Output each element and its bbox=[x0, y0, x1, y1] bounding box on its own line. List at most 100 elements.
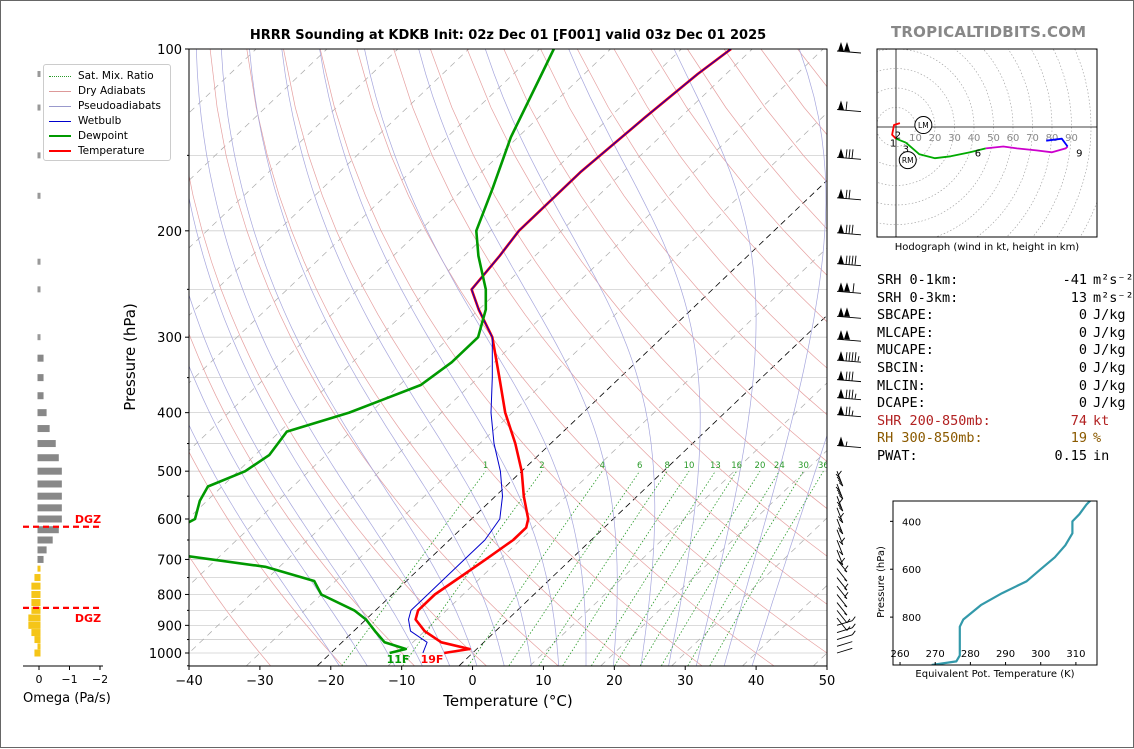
wind-barb bbox=[837, 148, 861, 159]
thetae-frame bbox=[893, 501, 1097, 665]
param-row: DCAPE: 0 J/kg bbox=[877, 395, 1134, 413]
barb-flag bbox=[838, 42, 844, 52]
wind-barb bbox=[837, 648, 852, 653]
param-value: -41 bbox=[1007, 272, 1087, 290]
thetae-x-tick-label: 290 bbox=[996, 649, 1015, 660]
barb-feather bbox=[852, 372, 853, 381]
mixing-ratio-line bbox=[342, 471, 486, 666]
y-tick-label: 600 bbox=[157, 513, 182, 528]
thetae-x-tick-label: 300 bbox=[1031, 649, 1050, 660]
param-label: RH 300-850mb: bbox=[877, 430, 1007, 448]
surface-temp-label: 19F bbox=[421, 653, 444, 666]
wind-barb bbox=[837, 437, 861, 448]
wind-barb bbox=[837, 255, 861, 266]
omega-bar bbox=[38, 374, 44, 381]
y-tick-label: 900 bbox=[157, 619, 182, 634]
param-value: 0 bbox=[1007, 360, 1087, 378]
thetae-x-tick-label: 270 bbox=[926, 649, 945, 660]
omega-bar bbox=[38, 566, 41, 572]
x-tick-label: 20 bbox=[606, 674, 623, 689]
param-label: MLCAPE: bbox=[877, 325, 1007, 343]
isotherm bbox=[176, 49, 824, 666]
mixing-ratio-label: 4 bbox=[600, 461, 605, 471]
dgz-label: DGZ bbox=[75, 513, 101, 526]
hodo-height-label: 6 bbox=[975, 148, 981, 159]
legend-swatch-wetbulb bbox=[49, 121, 71, 122]
barb-staff bbox=[837, 610, 847, 623]
mixing-ratio-line bbox=[468, 471, 602, 666]
param-label: MUCAPE: bbox=[877, 342, 1007, 360]
barb-staff bbox=[837, 110, 861, 112]
barb-half-feather bbox=[845, 566, 848, 570]
moist-adiabat bbox=[674, 49, 756, 666]
hodo-ring-label: 40 bbox=[968, 133, 981, 144]
legend-swatch-dry bbox=[49, 91, 71, 92]
mixing-ratio-label: 6 bbox=[637, 461, 642, 471]
thetae-plot bbox=[932, 497, 1094, 665]
param-row: MLCAPE: 0 J/kg bbox=[877, 325, 1134, 343]
wind-barb bbox=[837, 371, 861, 382]
thetae-y-tick-label: 400 bbox=[902, 517, 921, 528]
barb-feather bbox=[846, 372, 847, 381]
y-tick-label: 500 bbox=[157, 465, 182, 480]
mixing-ratio-line bbox=[710, 471, 824, 666]
param-unit: J/kg bbox=[1087, 325, 1126, 343]
omega-bar bbox=[38, 286, 41, 292]
barb-flag bbox=[838, 437, 844, 447]
omega-bar bbox=[38, 259, 41, 265]
legend-label: Dewpoint bbox=[78, 130, 128, 142]
hodo-trace bbox=[906, 143, 986, 159]
moist-adiabat bbox=[153, 49, 394, 666]
legend-swatch-dewpoint bbox=[49, 135, 71, 137]
param-unit: J/kg bbox=[1087, 307, 1126, 325]
wind-barb bbox=[837, 624, 855, 633]
barb-half-feather bbox=[838, 471, 841, 475]
skewt-ylabel: Pressure (hPa) bbox=[121, 297, 139, 417]
hodo-ring-label: 50 bbox=[987, 133, 1000, 144]
omega-bar bbox=[31, 591, 40, 598]
param-label: DCAPE: bbox=[877, 395, 1007, 413]
barb-half-feather bbox=[840, 499, 843, 503]
y-tick-label: 100 bbox=[157, 43, 182, 58]
mixing-ratio-label: 10 bbox=[684, 461, 695, 471]
dry-adiabat bbox=[210, 49, 558, 666]
mixing-ratio-label: 16 bbox=[731, 461, 742, 471]
mixing-ratio-label: 2 bbox=[539, 461, 544, 471]
mixing-ratio-line bbox=[539, 471, 667, 666]
omega-bar bbox=[38, 504, 62, 511]
legend-swatch-temperature bbox=[49, 150, 71, 152]
hodo-ring-label: 10 bbox=[909, 133, 922, 144]
omega-bar bbox=[38, 409, 47, 416]
mixing-ratio-label: 30 bbox=[798, 461, 809, 471]
omega-bar bbox=[28, 622, 40, 629]
param-value: 0 bbox=[1007, 342, 1087, 360]
thetae-y-tick-label: 600 bbox=[902, 565, 921, 576]
wind-barbs bbox=[836, 41, 861, 666]
barb-half-feather bbox=[841, 513, 844, 517]
param-row: SRH 0-1km: -41 m²s⁻² bbox=[877, 272, 1134, 290]
barb-half-feather bbox=[842, 538, 845, 542]
hodo-ring-label: 90 bbox=[1065, 133, 1078, 144]
barb-feather bbox=[846, 390, 847, 399]
omega-bar bbox=[38, 516, 62, 523]
omega-bar bbox=[38, 480, 62, 487]
barb-staff bbox=[837, 446, 861, 448]
barb-half-feather bbox=[845, 584, 848, 588]
wind-barb bbox=[837, 642, 852, 647]
thetae-x-tick-label: 280 bbox=[961, 649, 980, 660]
thetae-xlabel: Equivalent Pot. Temperature (K) bbox=[893, 669, 1097, 680]
wind-barb bbox=[837, 189, 861, 200]
omega-tick-label: −1 bbox=[61, 673, 77, 686]
param-label: SRH 0-1km: bbox=[877, 272, 1007, 290]
y-tick-label: 1000 bbox=[149, 647, 182, 662]
moist-adiabat bbox=[196, 49, 449, 666]
omega-bar bbox=[38, 440, 56, 447]
param-value: 0 bbox=[1007, 325, 1087, 343]
wind-barb bbox=[837, 330, 861, 341]
y-tick-label: 800 bbox=[157, 588, 182, 603]
y-tick-label: 400 bbox=[157, 407, 182, 422]
param-label: SBCIN: bbox=[877, 360, 1007, 378]
moist-adiabat bbox=[419, 49, 618, 666]
omega-bar bbox=[28, 614, 40, 621]
